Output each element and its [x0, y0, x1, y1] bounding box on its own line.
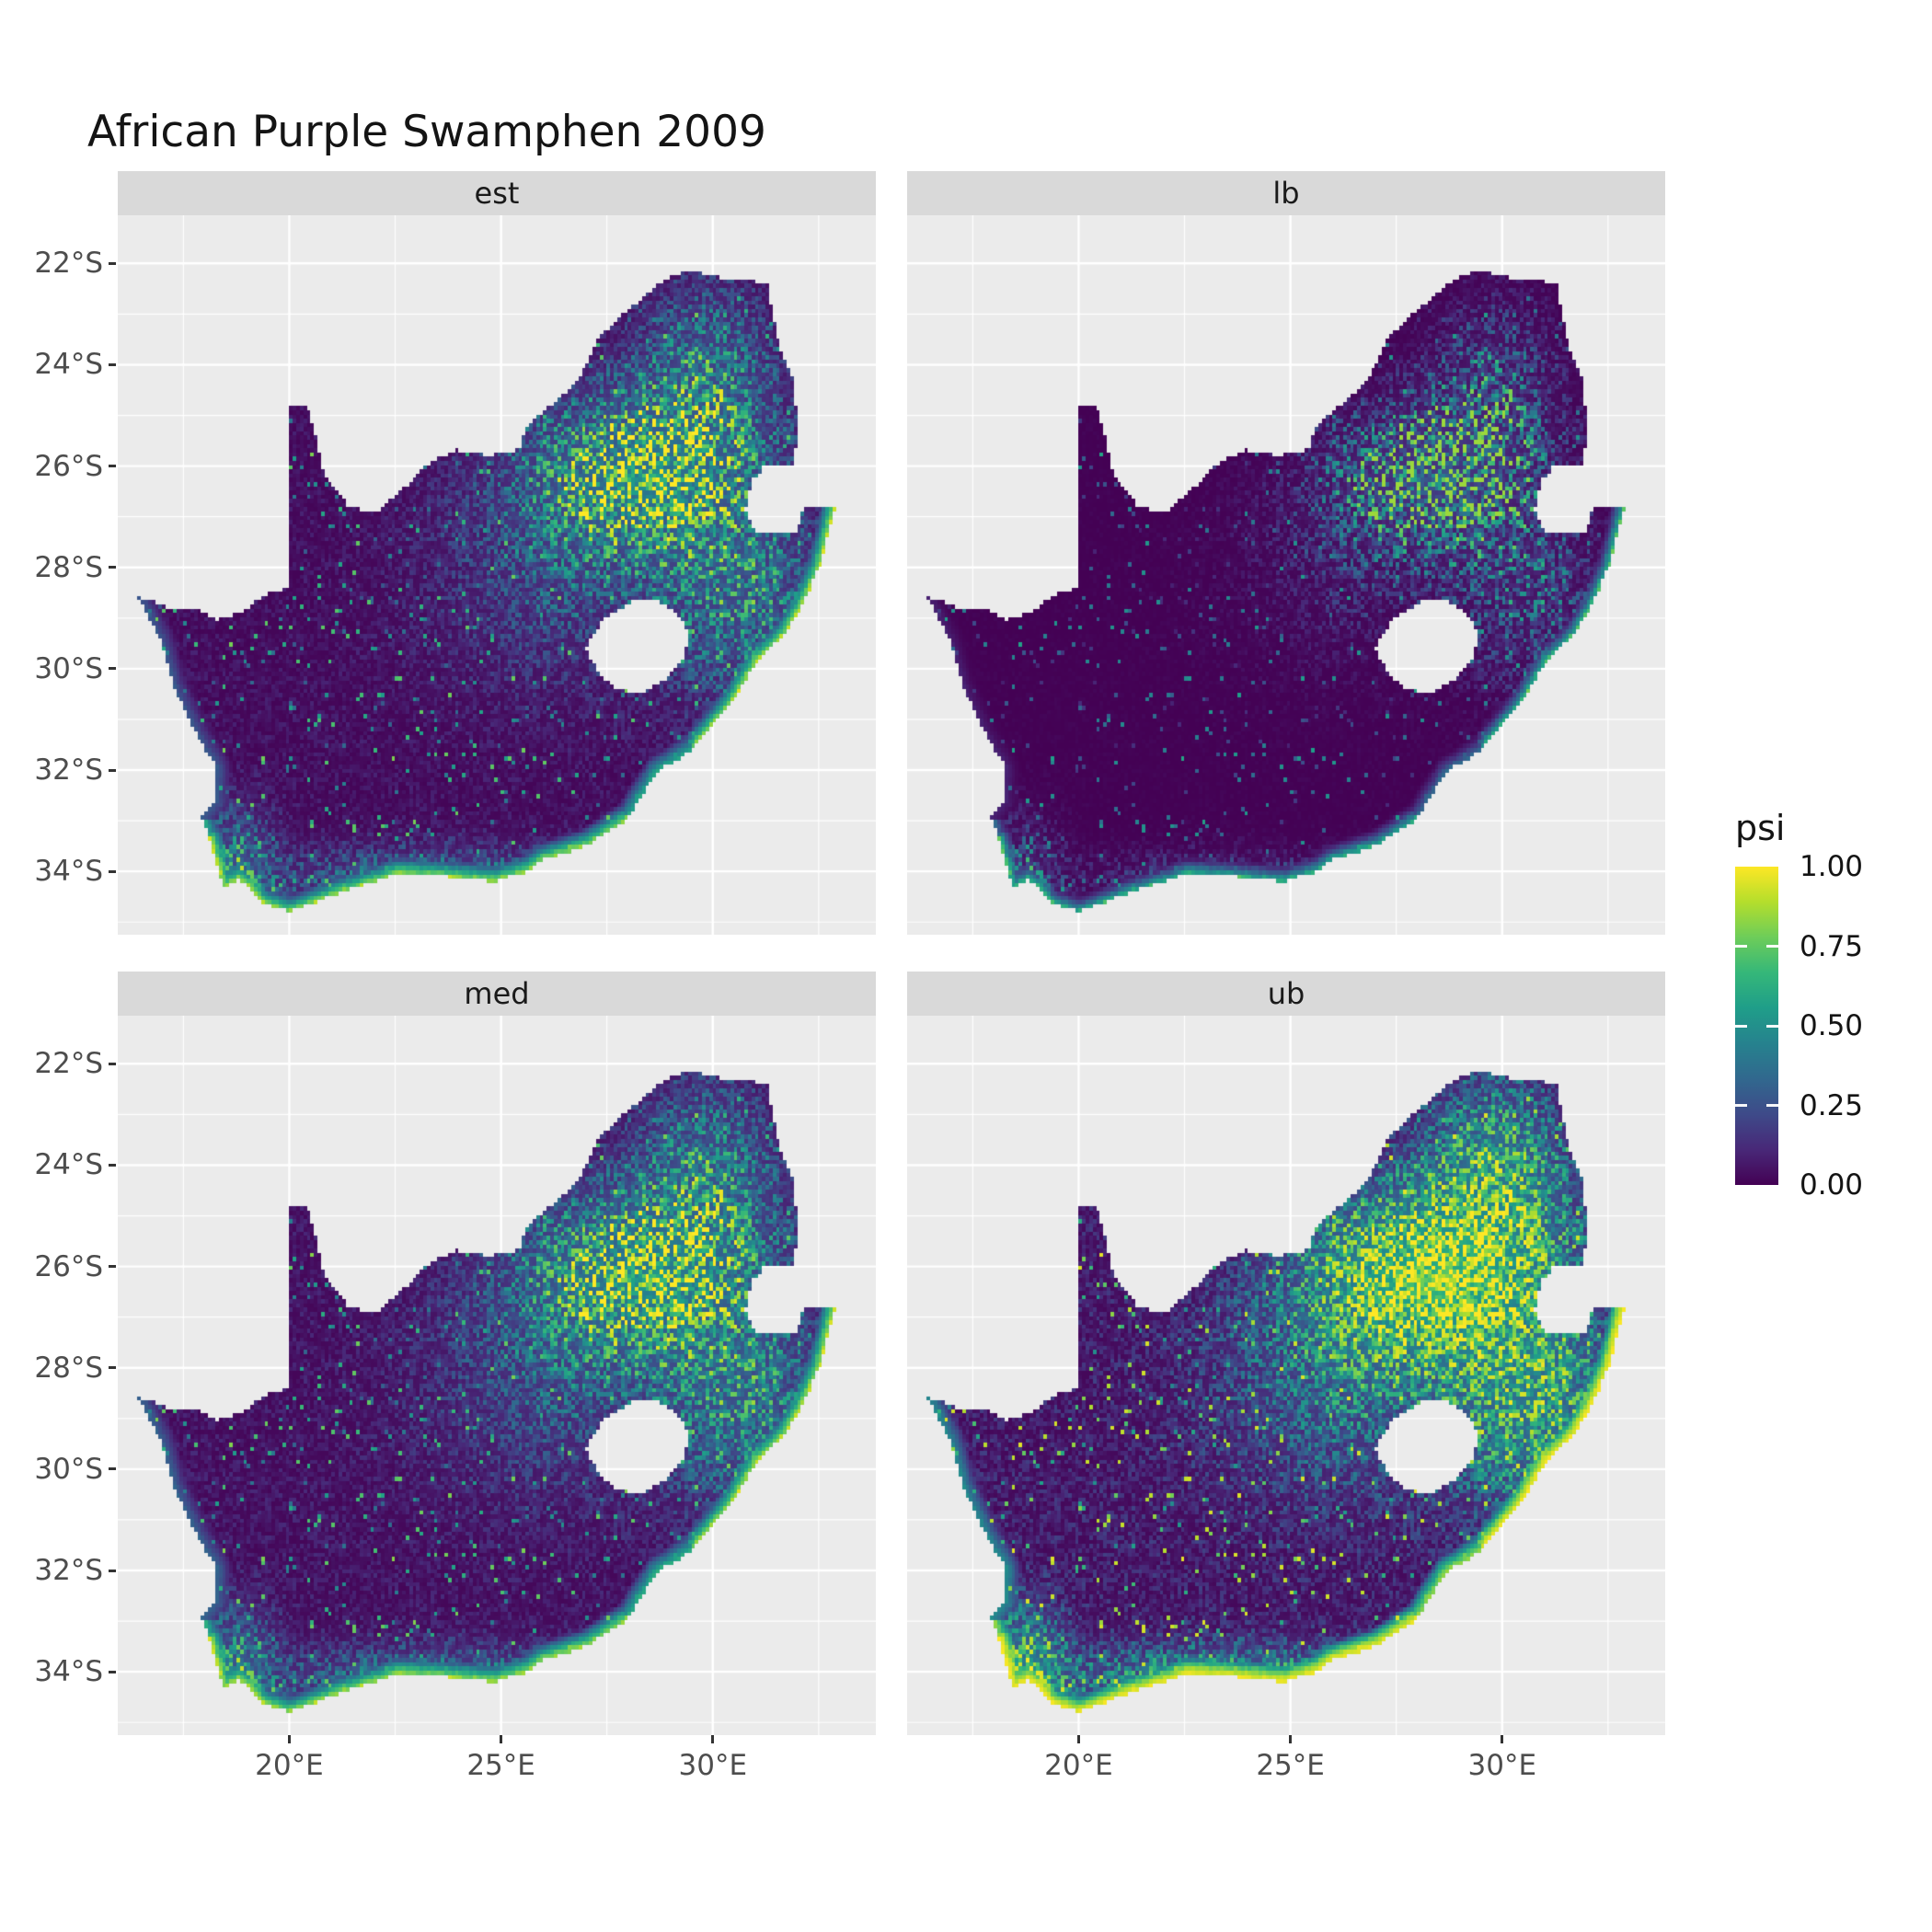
plot-title: African Purple Swamphen 2009 — [87, 107, 766, 157]
y-axis-label: 24°S — [34, 348, 103, 382]
y-axis-label: 24°S — [34, 1148, 103, 1182]
y-axis-label: 30°S — [34, 1452, 103, 1486]
y-axis-tick-mark — [109, 667, 116, 671]
facet-strip-label: med — [464, 976, 530, 1011]
x-axis-tick-mark — [500, 1735, 503, 1743]
x-axis-label: 30°E — [678, 1749, 748, 1782]
x-axis-label: 25°E — [1256, 1749, 1325, 1782]
map-panel-med — [118, 1016, 876, 1735]
legend-tick-mark — [1735, 945, 1747, 948]
y-axis-label: 26°S — [34, 1249, 103, 1283]
y-axis-tick-mark — [109, 1062, 116, 1065]
y-axis-label: 28°S — [34, 1351, 103, 1385]
x-axis-tick-mark — [1289, 1735, 1293, 1743]
y-axis-label: 32°S — [34, 753, 103, 788]
legend-label: 0.50 — [1800, 1009, 1864, 1042]
map-panel-ub — [907, 1016, 1665, 1735]
legend-label: 0.00 — [1800, 1168, 1864, 1202]
x-axis-label: 20°E — [1044, 1749, 1113, 1782]
y-axis-tick-mark — [109, 1366, 116, 1370]
facet-strip-est: est — [118, 171, 876, 215]
facet-strip-label: est — [474, 176, 520, 211]
y-axis-tick-mark — [109, 261, 116, 265]
y-axis-tick-mark — [109, 465, 116, 468]
legend-tick-mark — [1766, 1024, 1778, 1028]
x-axis-label: 30°E — [1467, 1749, 1537, 1782]
y-axis-label: 32°S — [34, 1554, 103, 1588]
y-axis-tick-mark — [109, 1670, 116, 1673]
facet-strip-med: med — [118, 972, 876, 1016]
y-axis-label: 34°S — [34, 1655, 103, 1689]
facet-strip-label: lb — [1272, 176, 1300, 211]
legend-label: 0.25 — [1800, 1088, 1864, 1122]
x-axis-label: 20°E — [255, 1749, 324, 1782]
y-axis-label: 34°S — [34, 855, 103, 889]
x-axis-tick-mark — [1501, 1735, 1504, 1743]
y-axis-label: 22°S — [34, 247, 103, 281]
y-axis-label: 22°S — [34, 1047, 103, 1081]
y-axis-label: 30°S — [34, 651, 103, 685]
facet-strip-label: ub — [1267, 976, 1305, 1011]
x-axis-tick-mark — [711, 1735, 715, 1743]
y-axis-tick-mark — [109, 1265, 116, 1269]
y-axis-tick-mark — [109, 869, 116, 873]
map-panel-lb — [907, 215, 1665, 935]
legend-tick-mark — [1735, 1104, 1747, 1107]
facet-strip-lb: lb — [907, 171, 1665, 215]
y-axis-label: 26°S — [34, 449, 103, 483]
x-axis-tick-mark — [1076, 1735, 1080, 1743]
y-axis-tick-mark — [109, 1163, 116, 1167]
x-axis-label: 25°E — [466, 1749, 535, 1782]
map-panel-est — [118, 215, 876, 935]
y-axis-label: 28°S — [34, 550, 103, 584]
legend-title: psi — [1735, 808, 1786, 848]
legend-label: 1.00 — [1800, 850, 1864, 883]
y-axis-tick-mark — [109, 362, 116, 366]
legend-tick-mark — [1766, 1104, 1778, 1107]
legend-tick-mark — [1735, 1024, 1747, 1028]
x-axis-tick-mark — [287, 1735, 291, 1743]
facet-strip-ub: ub — [907, 972, 1665, 1016]
y-axis-tick-mark — [109, 566, 116, 569]
legend-psi: psi 1.00 0.75 0.50 0.25 0.00 — [1728, 808, 1932, 1202]
legend-label: 0.75 — [1800, 929, 1864, 963]
legend-tick-mark — [1766, 945, 1778, 948]
y-axis-tick-mark — [109, 768, 116, 772]
y-axis-tick-mark — [109, 1467, 116, 1471]
y-axis-tick-mark — [109, 1569, 116, 1572]
